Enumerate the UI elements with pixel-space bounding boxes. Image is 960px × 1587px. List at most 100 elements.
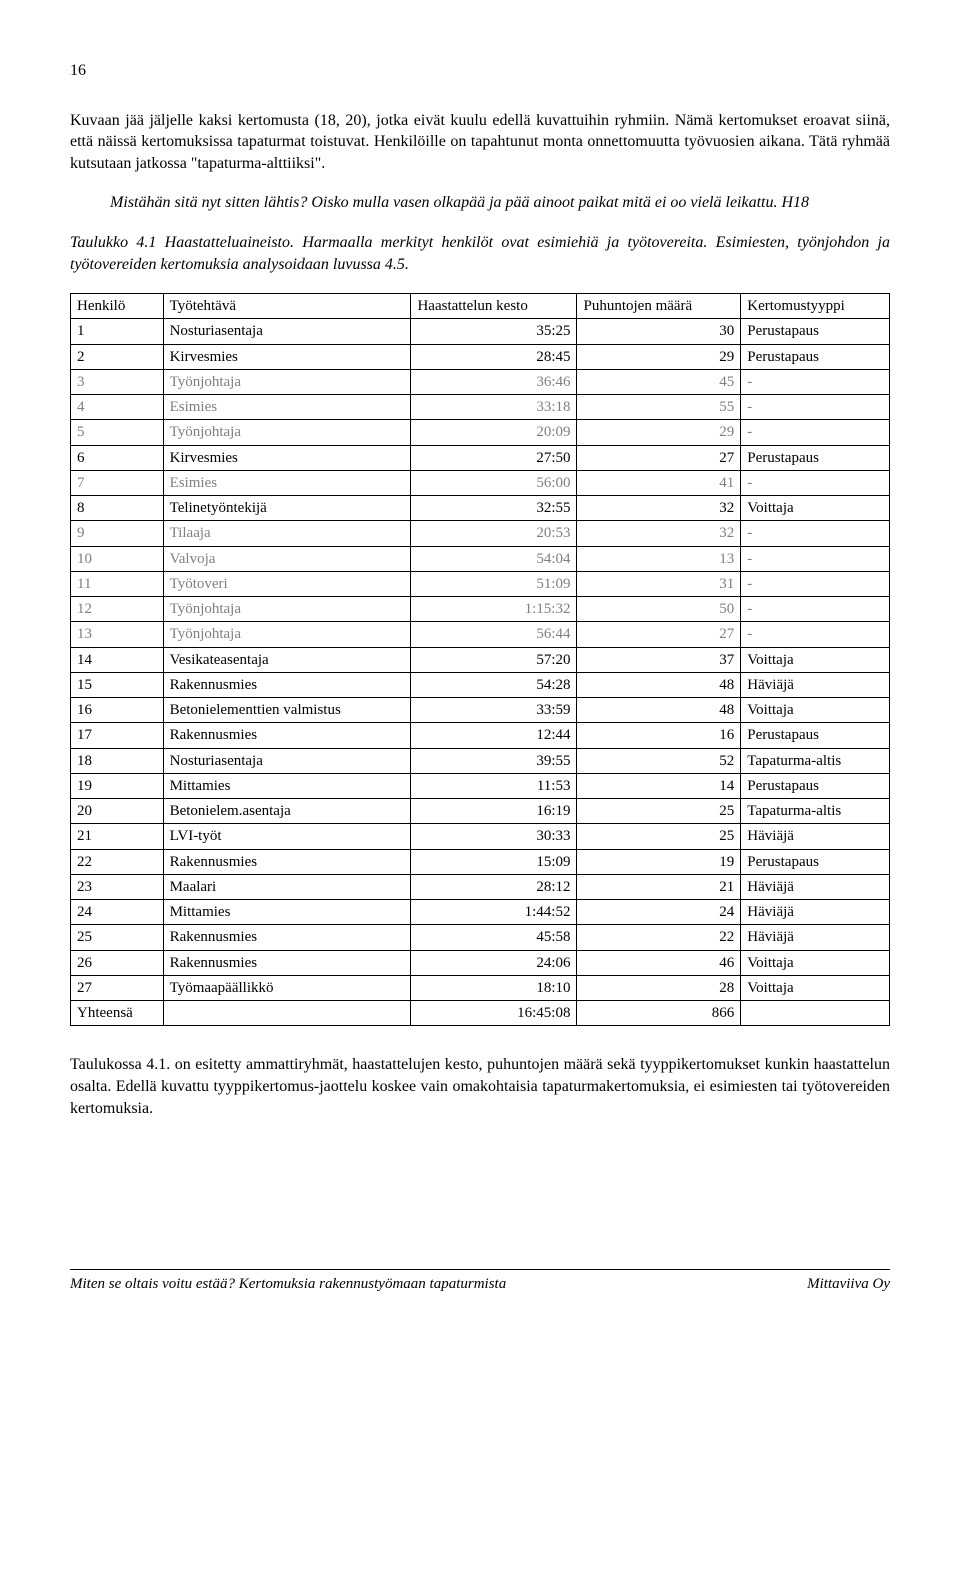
table-cell: 30:33	[411, 824, 577, 849]
table-cell: Telinetyöntekijä	[163, 496, 411, 521]
table-cell: 46	[577, 950, 741, 975]
table-cell: Tilaaja	[163, 521, 411, 546]
table-cell: Rakennusmies	[163, 925, 411, 950]
table-cell: Voittaja	[741, 647, 890, 672]
table-cell: 20:09	[411, 420, 577, 445]
table-cell: 6	[71, 445, 164, 470]
table-cell: 18:10	[411, 975, 577, 1000]
table-row: 18Nosturiasentaja39:5552Tapaturma-altis	[71, 748, 890, 773]
table-cell: Vesikateasentaja	[163, 647, 411, 672]
table-cell: LVI-työt	[163, 824, 411, 849]
table-cell: 35:25	[411, 319, 577, 344]
table-cell: Työnjohtaja	[163, 597, 411, 622]
table-cell: Perustapaus	[741, 344, 890, 369]
table-cell: 54:28	[411, 672, 577, 697]
table-row: 13Työnjohtaja56:4427-	[71, 622, 890, 647]
table-cell: 31	[577, 571, 741, 596]
table-row: 15Rakennusmies54:2848Häviäjä	[71, 672, 890, 697]
table-cell: 41	[577, 470, 741, 495]
table-cell: Betonielem.asentaja	[163, 799, 411, 824]
table-row: 4Esimies33:1855-	[71, 395, 890, 420]
table-row: Yhteensä16:45:08866	[71, 1001, 890, 1026]
table-cell: 19	[577, 849, 741, 874]
table-cell: 50	[577, 597, 741, 622]
table-cell: 28:12	[411, 874, 577, 899]
table-cell: 17	[71, 723, 164, 748]
quote-block: Mistähän sitä nyt sitten lähtis? Oisko m…	[110, 192, 890, 214]
table-cell: 18	[71, 748, 164, 773]
table-row: 2Kirvesmies28:4529Perustapaus	[71, 344, 890, 369]
table-cell: 48	[577, 698, 741, 723]
col-header: Kertomustyyppi	[741, 294, 890, 319]
table-row: 26Rakennusmies24:0646Voittaja	[71, 950, 890, 975]
table-cell: 32	[577, 496, 741, 521]
table-cell: Rakennusmies	[163, 950, 411, 975]
table-cell: -	[741, 571, 890, 596]
table-cell: 29	[577, 420, 741, 445]
table-cell: 9	[71, 521, 164, 546]
table-cell: 29	[577, 344, 741, 369]
table-cell: Kirvesmies	[163, 344, 411, 369]
table-cell: Työtoveri	[163, 571, 411, 596]
table-cell: 12:44	[411, 723, 577, 748]
table-cell: Rakennusmies	[163, 672, 411, 697]
page-number: 16	[70, 60, 890, 82]
table-cell: -	[741, 546, 890, 571]
table-cell: 27	[577, 445, 741, 470]
table-cell: 45:58	[411, 925, 577, 950]
table-row: 11Työtoveri51:0931-	[71, 571, 890, 596]
table-cell: Esimies	[163, 470, 411, 495]
table-row: 3Työnjohtaja36:4645-	[71, 369, 890, 394]
table-row: 22Rakennusmies15:0919Perustapaus	[71, 849, 890, 874]
table-cell: 22	[71, 849, 164, 874]
table-cell: 24	[71, 900, 164, 925]
table-cell	[163, 1001, 411, 1026]
table-cell: 19	[71, 773, 164, 798]
table-cell: 2	[71, 344, 164, 369]
table-cell: -	[741, 369, 890, 394]
table-cell: 37	[577, 647, 741, 672]
table-cell: 10	[71, 546, 164, 571]
table-cell: 1:15:32	[411, 597, 577, 622]
table-cell: 51:09	[411, 571, 577, 596]
table-cell: Kirvesmies	[163, 445, 411, 470]
col-header: Puhuntojen määrä	[577, 294, 741, 319]
table-cell: 56:44	[411, 622, 577, 647]
table-cell: 28:45	[411, 344, 577, 369]
table-cell: Perustapaus	[741, 445, 890, 470]
table-row: 12Työnjohtaja1:15:3250-	[71, 597, 890, 622]
table-cell: Maalari	[163, 874, 411, 899]
table-header-row: Henkilö Työtehtävä Haastattelun kesto Pu…	[71, 294, 890, 319]
table-cell: Perustapaus	[741, 723, 890, 748]
table-cell: 20	[71, 799, 164, 824]
page-footer: Miten se oltais voitu estää? Kertomuksia…	[70, 1269, 890, 1294]
table-cell: 39:55	[411, 748, 577, 773]
table-cell: 32:55	[411, 496, 577, 521]
table-row: 25Rakennusmies45:5822Häviäjä	[71, 925, 890, 950]
table-cell: 14	[577, 773, 741, 798]
table-row: 5Työnjohtaja20:0929-	[71, 420, 890, 445]
table-row: 10Valvoja54:0413-	[71, 546, 890, 571]
table-cell: Perustapaus	[741, 319, 890, 344]
table-cell: Tapaturma-altis	[741, 799, 890, 824]
table-cell: Työnjohtaja	[163, 420, 411, 445]
table-cell: Häviäjä	[741, 925, 890, 950]
table-cell: Häviäjä	[741, 900, 890, 925]
table-cell: Betonielementtien valmistus	[163, 698, 411, 723]
table-row: 24Mittamies1:44:5224Häviäjä	[71, 900, 890, 925]
table-cell: 13	[71, 622, 164, 647]
table-cell: 27	[577, 622, 741, 647]
table-cell: 8	[71, 496, 164, 521]
table-cell: 22	[577, 925, 741, 950]
table-cell: Voittaja	[741, 698, 890, 723]
table-cell: 1:44:52	[411, 900, 577, 925]
table-cell: 16:45:08	[411, 1001, 577, 1026]
table-row: 8Telinetyöntekijä32:5532Voittaja	[71, 496, 890, 521]
table-row: 16Betonielementtien valmistus33:5948Voit…	[71, 698, 890, 723]
table-caption: Taulukko 4.1 Haastatteluaineisto. Harmaa…	[70, 232, 890, 275]
table-row: 9Tilaaja20:5332-	[71, 521, 890, 546]
table-cell: 33:59	[411, 698, 577, 723]
table-cell: 27	[71, 975, 164, 1000]
table-row: 6Kirvesmies27:5027Perustapaus	[71, 445, 890, 470]
table-cell: 16:19	[411, 799, 577, 824]
